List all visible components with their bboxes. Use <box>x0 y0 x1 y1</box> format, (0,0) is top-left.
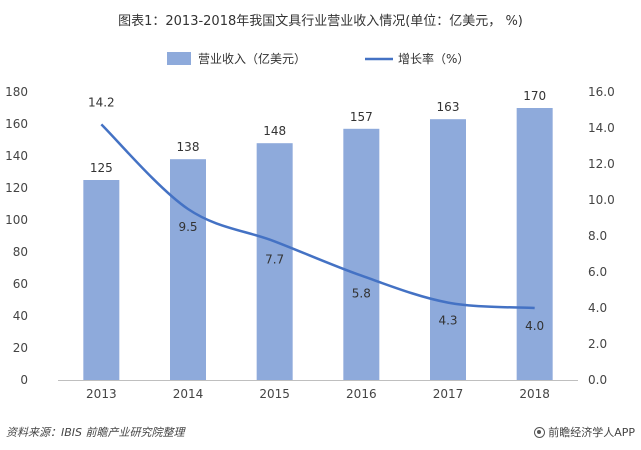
y-tick-label: 120 <box>5 181 28 195</box>
line-value-label: 9.5 <box>178 220 197 234</box>
y2-tick-label: 12.0 <box>588 157 615 171</box>
legend-bar-label: 营业收入（亿美元） <box>198 51 306 66</box>
bar-value-label: 125 <box>90 161 113 175</box>
y2-tick-label: 10.0 <box>588 193 615 207</box>
line-value-label: 4.0 <box>525 319 544 333</box>
bar <box>430 119 466 380</box>
brand-logo-icon <box>534 426 546 438</box>
brand-credit: 前瞻经济学人APP <box>534 424 635 440</box>
source-note: 资料来源：IBIS 前瞻产业研究院整理 <box>6 426 185 439</box>
y-tick-label: 20 <box>13 341 28 355</box>
line-value-label: 4.3 <box>438 314 457 328</box>
bar <box>516 108 553 380</box>
y-tick-label: 100 <box>5 213 28 227</box>
x-tick-label: 2016 <box>346 387 377 401</box>
y-tick-label: 60 <box>13 277 28 291</box>
bar-value-label: 170 <box>523 89 546 103</box>
bar-value-label: 148 <box>263 124 286 138</box>
x-tick-label: 2017 <box>433 387 464 401</box>
y2-tick-label: 2.0 <box>588 337 607 351</box>
bar-value-label: 138 <box>177 140 200 154</box>
y2-tick-label: 4.0 <box>588 301 607 315</box>
growth-line <box>100 123 535 310</box>
bar <box>343 128 380 380</box>
line-value-label: 7.7 <box>265 252 284 266</box>
y2-tick-label: 0.0 <box>588 373 607 387</box>
y2-tick-label: 8.0 <box>588 229 607 243</box>
chart-title: 图表1：2013-2018年我国文具行业营业收入情况(单位：亿美元， %) <box>118 14 523 29</box>
brand-text: 前瞻经济学人APP <box>548 426 635 439</box>
bar <box>83 180 120 380</box>
y2-tick-label: 6.0 <box>588 265 607 279</box>
x-tick-label: 2014 <box>173 387 204 401</box>
y-tick-label: 80 <box>13 245 28 259</box>
y-tick-label: 40 <box>13 309 28 323</box>
y-tick-label: 180 <box>5 85 28 99</box>
x-tick-label: 2013 <box>86 387 117 401</box>
x-tick-label: 2015 <box>259 387 290 401</box>
bar-value-label: 163 <box>437 100 460 114</box>
bar-value-label: 157 <box>350 110 373 124</box>
bar <box>170 159 206 380</box>
y2-tick-label: 14.0 <box>588 121 615 135</box>
y-tick-label: 140 <box>5 149 28 163</box>
legend-line-label: 增长率（%） <box>398 51 469 66</box>
y-tick-label: 160 <box>5 117 28 131</box>
bar <box>256 143 293 380</box>
y-tick-label: 0 <box>20 373 28 387</box>
x-tick-label: 2018 <box>519 387 550 401</box>
line-value-label: 14.2 <box>88 95 115 109</box>
y2-tick-label: 16.0 <box>588 85 615 99</box>
line-value-label: 5.8 <box>352 287 371 301</box>
legend-bar-swatch <box>167 52 191 65</box>
